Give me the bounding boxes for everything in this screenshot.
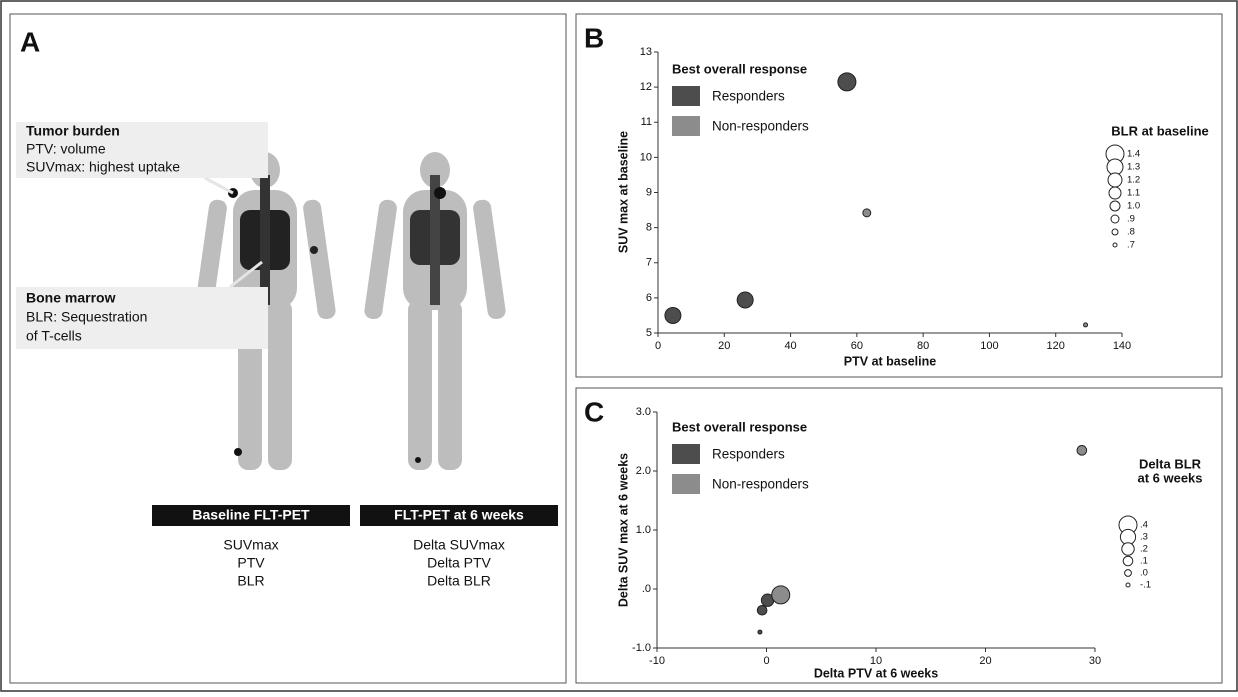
legend-label: Responders xyxy=(712,447,785,462)
x-tick-label: 140 xyxy=(1113,340,1131,352)
y-tick-label: 6 xyxy=(646,292,652,304)
x-tick-label: 20 xyxy=(718,340,730,352)
y-tick-label: 7 xyxy=(646,257,652,269)
legend-swatch xyxy=(672,86,700,106)
y-axis-label: SUV max at baseline xyxy=(616,131,630,253)
size-legend-title: BLR at baseline xyxy=(1111,123,1209,138)
size-legend-label: -.1 xyxy=(1140,580,1151,591)
size-legend-circle xyxy=(1122,543,1134,555)
annotation-line: BLR: Sequestration xyxy=(26,309,147,325)
x-tick-label: 120 xyxy=(1047,340,1065,352)
size-legend-label: 1.4 xyxy=(1127,149,1140,160)
size-legend-circle xyxy=(1109,187,1121,199)
x-tick-label: 80 xyxy=(917,340,929,352)
bubble xyxy=(1077,446,1087,456)
y-tick-label: 5 xyxy=(646,327,652,339)
scan-metric: SUVmax xyxy=(223,537,278,553)
y-tick-label: 10 xyxy=(640,151,652,163)
y-tick-label: 1.0 xyxy=(636,524,651,536)
annotation-heading: Bone marrow xyxy=(26,290,116,306)
size-legend-circle xyxy=(1112,229,1118,235)
scan-metric: Delta SUVmax xyxy=(413,537,505,553)
x-tick-label: -10 xyxy=(649,655,665,667)
x-tick-label: 100 xyxy=(980,340,998,352)
size-legend-title: Delta BLR xyxy=(1139,456,1202,471)
size-legend-circle xyxy=(1123,556,1133,566)
bubble xyxy=(772,586,790,604)
scan-metric: BLR xyxy=(237,573,264,589)
y-tick-label: -1.0 xyxy=(632,642,651,654)
legend-title: Best overall response xyxy=(672,419,807,434)
size-legend-circle xyxy=(1125,570,1132,577)
size-legend-label: .9 xyxy=(1127,214,1135,225)
x-tick-label: 10 xyxy=(870,655,882,667)
size-legend-label: 1.1 xyxy=(1127,188,1140,199)
scan-metric: Delta PTV xyxy=(427,555,491,571)
y-tick-label: 2.0 xyxy=(636,465,651,477)
size-legend-circle xyxy=(1111,215,1119,223)
bubble xyxy=(737,292,753,308)
y-tick-label: .0 xyxy=(642,583,651,595)
size-legend-label: 1.2 xyxy=(1127,175,1140,186)
annotation-line: PTV: volume xyxy=(26,141,106,157)
scan-metric: PTV xyxy=(237,555,265,571)
x-axis-label: Delta PTV at 6 weeks xyxy=(814,666,938,680)
annotation-line: SUVmax: highest uptake xyxy=(26,159,180,175)
bubble xyxy=(757,605,767,615)
legend-swatch xyxy=(672,116,700,136)
x-tick-label: 30 xyxy=(1089,655,1101,667)
x-tick-label: 20 xyxy=(979,655,991,667)
annotation-line: of T-cells xyxy=(26,328,82,344)
size-legend-label: .2 xyxy=(1140,544,1148,555)
x-axis-label: PTV at baseline xyxy=(844,354,936,368)
y-tick-label: 13 xyxy=(640,46,652,58)
y-tick-label: 11 xyxy=(641,116,652,128)
legend-label: Non-responders xyxy=(712,477,809,492)
x-tick-label: 60 xyxy=(851,340,863,352)
size-legend-label: .8 xyxy=(1127,227,1135,238)
legend-label: Non-responders xyxy=(712,119,809,134)
size-legend-title: at 6 weeks xyxy=(1137,470,1202,485)
scan-caption: Baseline FLT-PET xyxy=(192,507,310,523)
size-legend-label: 1.3 xyxy=(1127,162,1140,173)
bubble xyxy=(863,209,871,217)
size-legend-circle xyxy=(1113,243,1117,247)
size-legend-circle xyxy=(1110,201,1120,211)
scan-caption: FLT-PET at 6 weeks xyxy=(394,507,524,523)
size-legend-label: .1 xyxy=(1140,556,1148,567)
panel-letter: C xyxy=(584,396,604,427)
x-tick-label: 0 xyxy=(763,655,769,667)
x-tick-label: 40 xyxy=(784,340,796,352)
legend-title: Best overall response xyxy=(672,61,807,76)
size-legend-label: 1.0 xyxy=(1127,201,1140,212)
size-legend-label: .0 xyxy=(1140,568,1148,579)
panel-letter: A xyxy=(20,26,40,57)
y-axis-label: Delta SUV max at 6 weeks xyxy=(616,453,630,607)
bubble xyxy=(1084,323,1088,327)
panel-letter: B xyxy=(584,22,604,53)
legend-label: Responders xyxy=(712,89,785,104)
size-legend-circle xyxy=(1108,173,1122,187)
figure: A Tumor burden xyxy=(0,0,1238,692)
bubble xyxy=(838,73,856,91)
y-tick-label: 8 xyxy=(646,222,652,234)
legend-swatch xyxy=(672,474,700,494)
bubble xyxy=(758,630,762,634)
size-legend-label: .3 xyxy=(1140,532,1148,543)
legend-swatch xyxy=(672,444,700,464)
size-legend-circle xyxy=(1126,583,1130,587)
y-tick-label: 9 xyxy=(646,186,652,198)
x-tick-label: 0 xyxy=(655,340,661,352)
bubble xyxy=(665,307,681,323)
size-legend-label: .4 xyxy=(1140,520,1148,531)
annotation-heading: Tumor burden xyxy=(26,123,120,139)
scan-metric: Delta BLR xyxy=(427,573,491,589)
size-legend-label: .7 xyxy=(1127,240,1135,251)
y-tick-label: 3.0 xyxy=(636,406,651,418)
y-tick-label: 12 xyxy=(640,81,652,93)
